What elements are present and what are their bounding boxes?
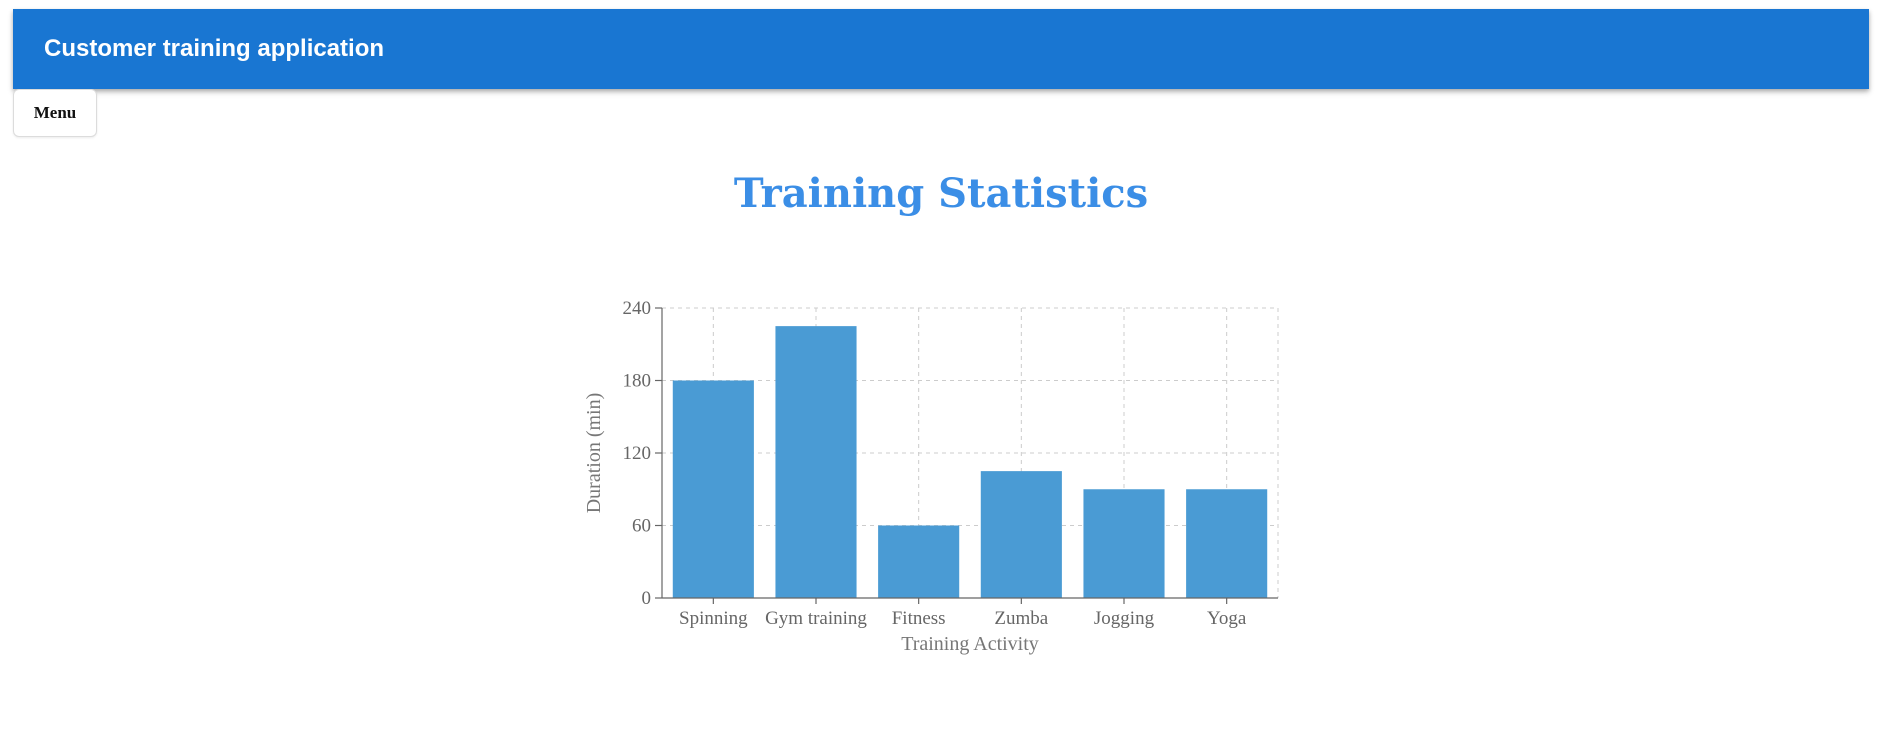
bar-jogging[interactable] [1083,489,1165,598]
bar-chart: 0 60 120 180 240 Spinning Gym training Fitness… [583,298,1279,655]
x-tick-label: Jogging [1094,608,1155,629]
x-tick-label: Fitness [892,608,946,629]
app-title: Customer training application [44,35,385,62]
y-tick-label: 60 [632,516,651,537]
app-bar: Customer training application [13,9,1869,89]
y-tick-label: 120 [623,443,652,464]
x-axis-ticks: Spinning Gym training Fitness Zumba Jogging Y… [679,598,1247,629]
menu-button[interactable]: Menu [13,89,97,137]
bar-fitness[interactable] [878,525,960,599]
y-axis-label: Duration (min) [583,393,605,514]
y-tick-label: 180 [623,371,652,392]
page-title: Training Statistics [733,170,1149,217]
x-tick-label: Spinning [679,608,748,629]
bar-spinning[interactable] [672,380,754,599]
chart-bars [672,326,1268,599]
y-axis-ticks: 0 60 120 180 240 [623,298,662,609]
x-tick-label: Yoga [1207,608,1247,629]
bar-zumba[interactable] [980,471,1062,598]
x-tick-label: Zumba [994,608,1048,629]
y-tick-label: 0 [642,588,652,609]
x-tick-label: Gym training [765,608,867,629]
chart-grid [662,307,1279,598]
x-axis-label: Training Activity [901,633,1039,655]
bar-yoga[interactable] [1186,489,1268,598]
bar-gym-training[interactable] [775,326,857,598]
y-tick-label: 240 [623,298,652,319]
